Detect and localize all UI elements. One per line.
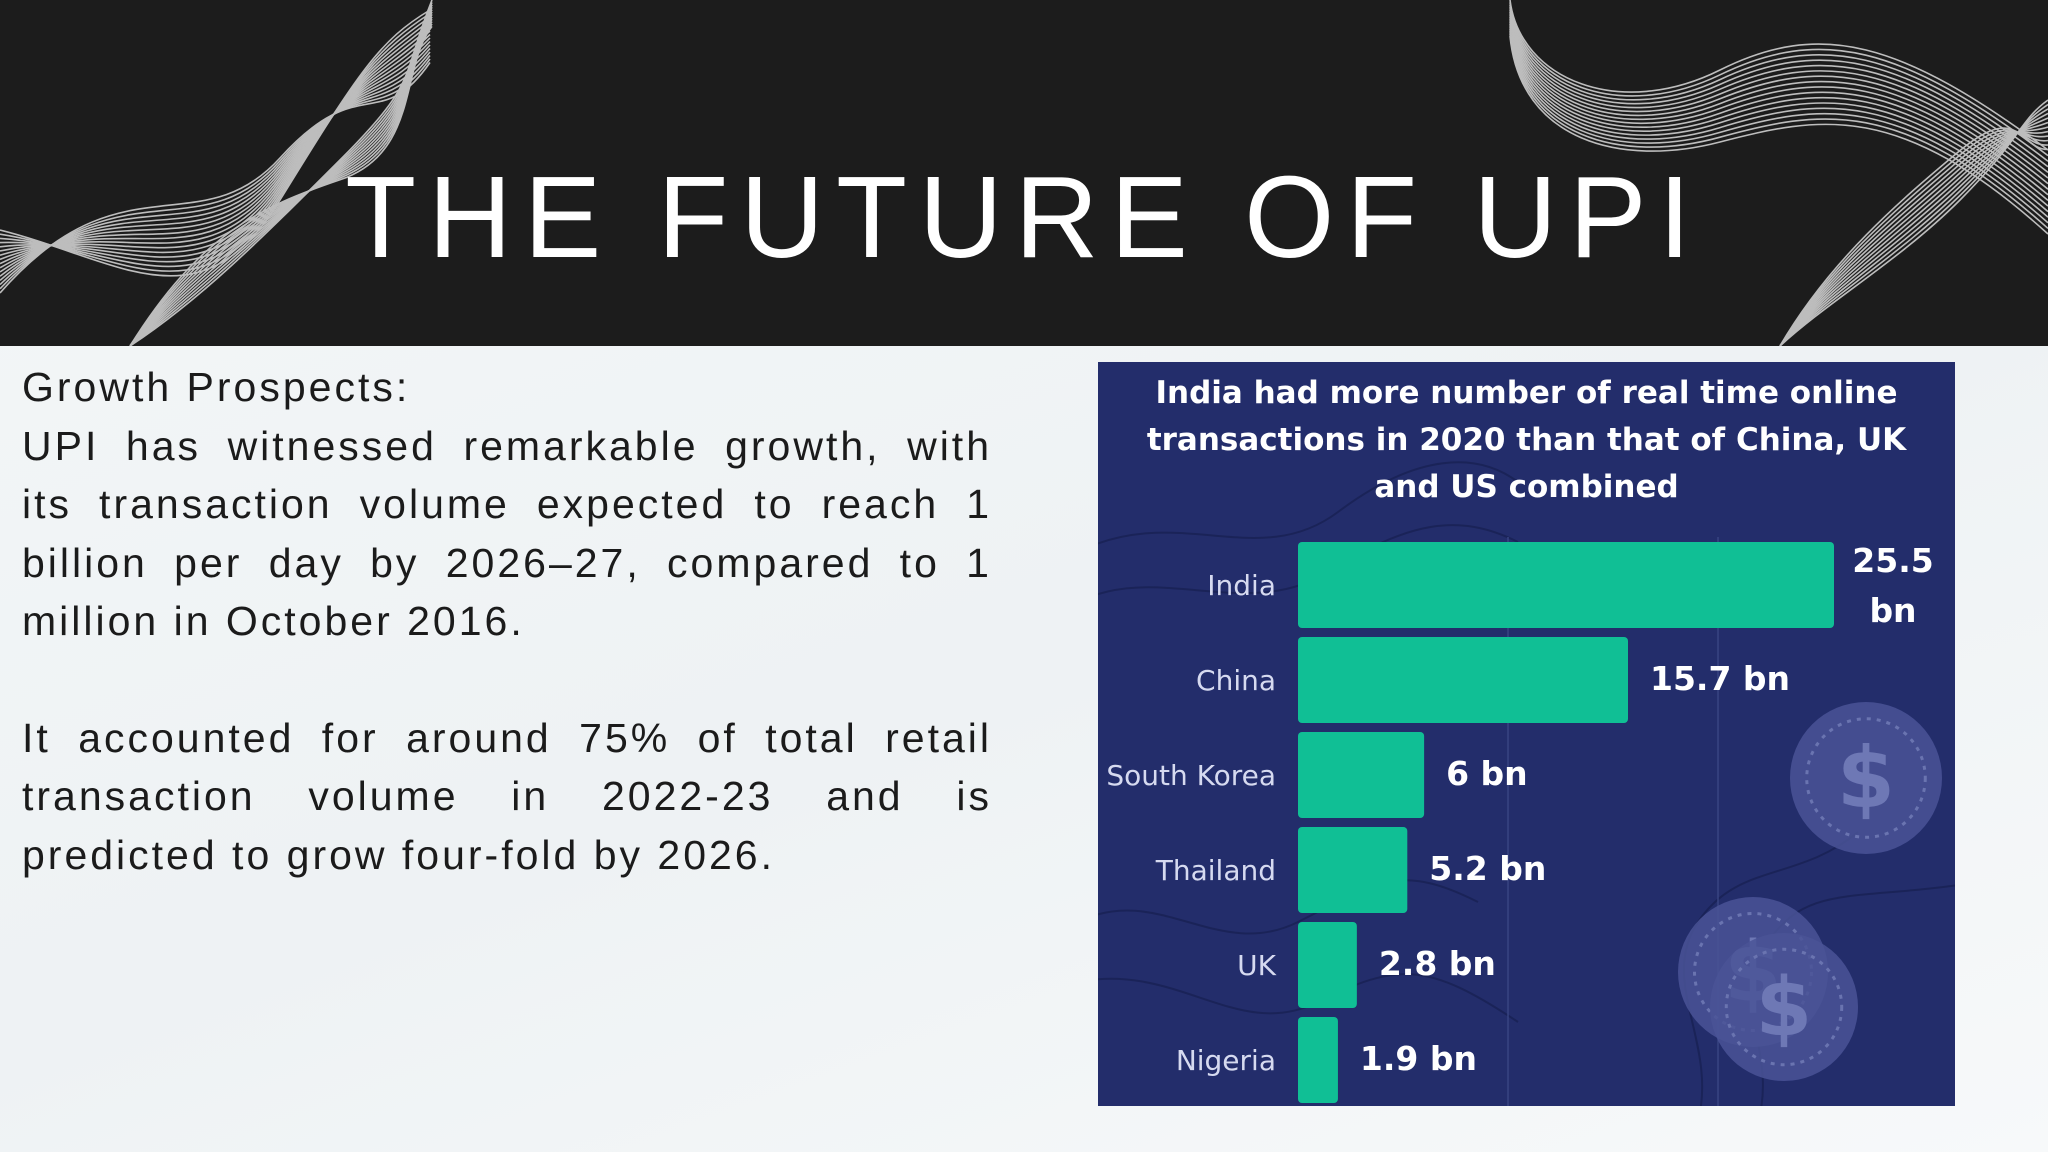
value-label: 25.5: [1852, 541, 1933, 580]
chart-bar: [1298, 732, 1425, 818]
category-label: South Korea: [1106, 759, 1276, 792]
header-banner: THE FUTURE OF UPI: [0, 0, 2048, 346]
chart-bar: [1298, 922, 1357, 1008]
chart-bar: [1298, 637, 1629, 723]
value-label: 6 bn: [1446, 754, 1528, 793]
svg-text:$: $: [1756, 960, 1813, 1055]
section-heading: Growth Prospects:: [22, 364, 411, 410]
value-label: 5.2 bn: [1429, 849, 1546, 888]
coin-icon: $: [1790, 702, 1942, 854]
paragraph-share: It accounted for around 75% of total ret…: [22, 714, 992, 878]
chart-bar: [1298, 542, 1834, 628]
chart-title-line: and US combined: [1374, 469, 1679, 505]
decorative-waves: [0, 0, 2048, 346]
content-text: Growth Prospects: UPI has witnessed rema…: [22, 358, 992, 884]
category-label: China: [1196, 664, 1276, 697]
category-label: Nigeria: [1176, 1044, 1276, 1077]
page-title: THE FUTURE OF UPI: [345, 152, 1703, 282]
value-label: 1.9 bn: [1360, 1039, 1477, 1078]
value-label: bn: [1869, 591, 1916, 630]
chart-title-line: India had more number of real time onlin…: [1155, 375, 1898, 411]
chart-title: India had more number of real time onlin…: [1098, 370, 1955, 511]
svg-text:$: $: [1837, 729, 1895, 827]
category-label: UK: [1237, 949, 1276, 982]
coin-icon: $: [1710, 933, 1858, 1081]
paragraph-growth: UPI has witnessed remarkable growth, wit…: [22, 422, 992, 645]
category-label: India: [1207, 569, 1276, 602]
category-label: Thailand: [1155, 854, 1276, 887]
chart-bar: [1298, 1017, 1338, 1103]
value-label: 15.7 bn: [1650, 659, 1790, 698]
chart-bar: [1298, 827, 1408, 913]
chart-title-line: transactions in 2020 than that of China,…: [1146, 422, 1907, 458]
value-label: 2.8 bn: [1379, 944, 1496, 983]
